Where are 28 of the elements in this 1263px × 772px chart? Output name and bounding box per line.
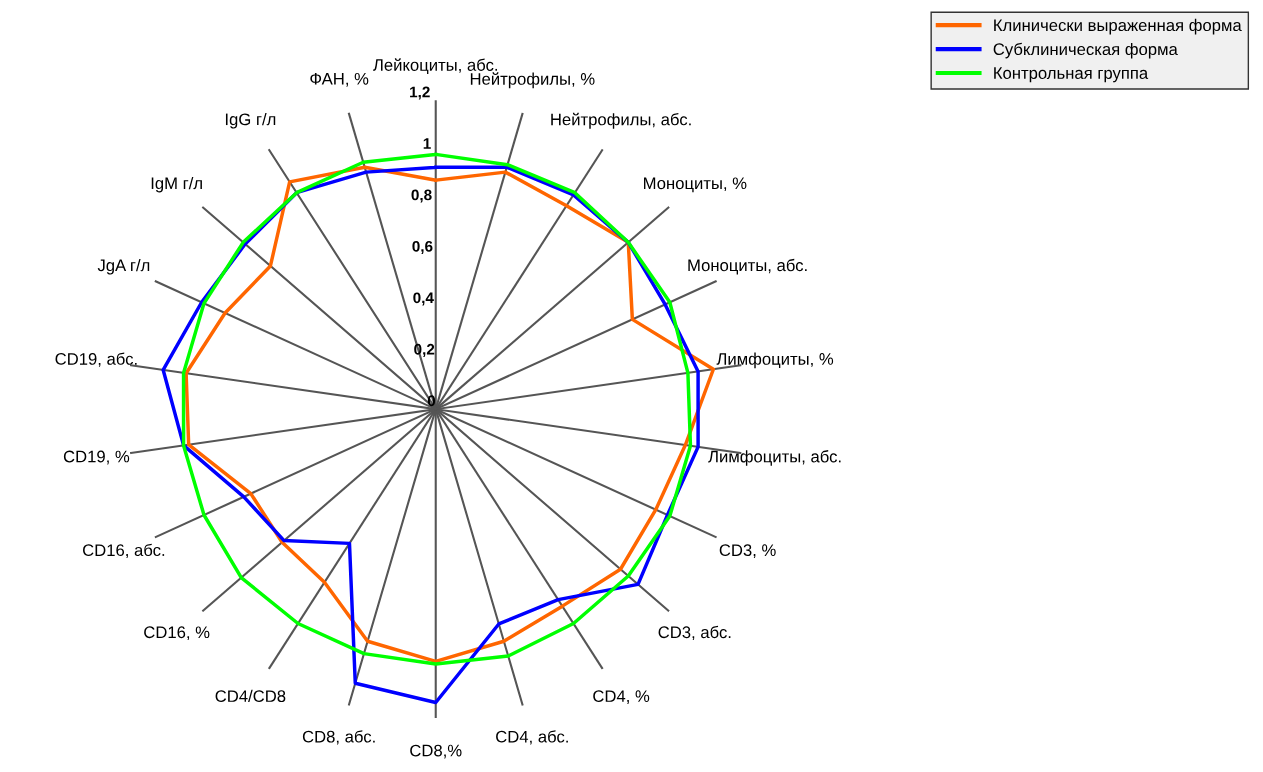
spoke-label: Нейтрофилы, абс. — [551, 112, 691, 129]
y-tick-label: 1 — [423, 138, 431, 149]
spoke-label: CD8,% — [410, 744, 462, 759]
spoke-label: CD19, % — [63, 450, 130, 465]
spoke-label: CD3, абс. — [658, 625, 731, 641]
spoke-label: CD8, абс. — [302, 730, 375, 745]
y-tick-label: 0,8 — [411, 189, 432, 203]
spoke-label: Лимфоциты, абс. — [708, 450, 841, 466]
spoke-label: CD3, % — [719, 544, 776, 559]
spoke-label: IgM г/л — [151, 176, 202, 193]
spoke-label: CD4, абс. — [496, 730, 568, 745]
spoke-label: IgG г/л — [225, 112, 276, 129]
spoke-label: CD16, абс. — [83, 543, 165, 559]
spoke-label: JgA г/л — [97, 258, 150, 275]
spoke-label: ФАН, % — [310, 72, 369, 87]
y-tick-label: 0,6 — [412, 240, 433, 254]
legend-label: Контрольная группа — [994, 67, 1149, 83]
spoke-label: Лимфоциты, % — [716, 352, 834, 369]
y-tick-label: 0,4 — [413, 292, 434, 306]
spoke-label: Моноциты, абс. — [688, 258, 807, 275]
spoke-label: CD19, абс. — [55, 352, 137, 367]
legend-label: Клинически выраженная форма — [994, 18, 1242, 35]
spoke-label: CD16, % — [144, 626, 210, 641]
spoke-label: CD4/CD8 — [215, 689, 286, 703]
spoke-label: Моноциты, % — [644, 177, 747, 193]
spoke-label: CD4, % — [593, 690, 650, 705]
y-tick-label: 1,2 — [410, 86, 430, 100]
legend-label: Субклиническая форма — [993, 42, 1178, 59]
